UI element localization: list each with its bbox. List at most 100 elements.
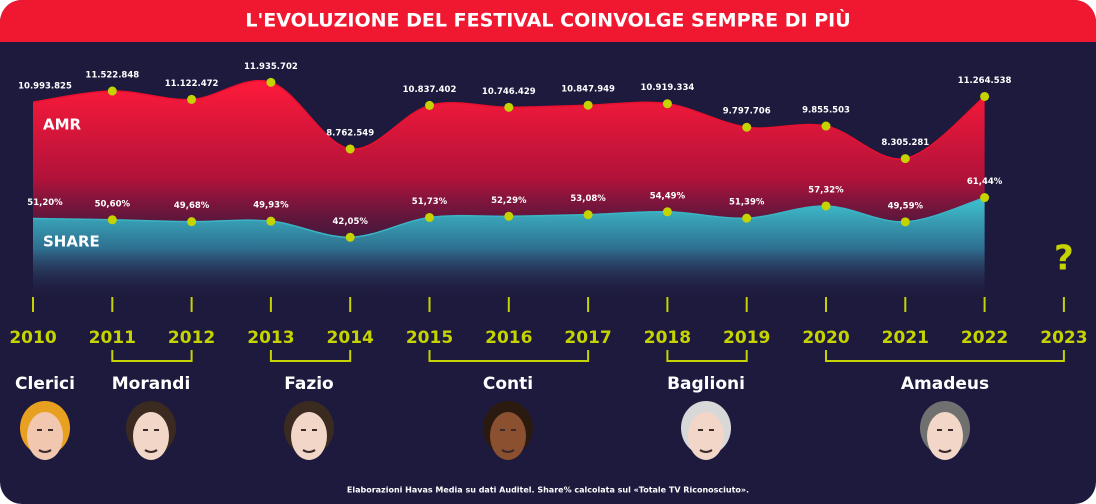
face-features (937, 429, 953, 453)
data-label: 10.993.825 (18, 82, 72, 92)
host-name: Amadeus (901, 374, 989, 394)
data-label: 49,93% (253, 201, 289, 211)
face-skin (688, 412, 724, 460)
data-label: 9.855.503 (802, 106, 850, 116)
host-name: Fazio (284, 374, 334, 394)
face-skin (27, 412, 63, 460)
bracket (269, 350, 352, 362)
point (266, 216, 276, 226)
year-label: 2023 (1040, 328, 1087, 348)
title-bar (0, 0, 1096, 42)
point (266, 77, 276, 87)
host-name: Morandi (112, 374, 191, 394)
data-label: 11.122.472 (165, 79, 219, 89)
data-label: 10.847.949 (561, 85, 615, 95)
data-label: 8.762.549 (326, 128, 374, 138)
point (425, 100, 434, 110)
face-features (500, 429, 516, 453)
bracket (428, 350, 590, 362)
data-label: 61,44% (967, 177, 1003, 187)
point (187, 94, 197, 104)
point (821, 121, 831, 131)
title: L'EVOLUZIONE DEL FESTIVAL COINVOLGE SEMP… (245, 8, 850, 32)
host-face (483, 401, 533, 460)
point (980, 91, 990, 101)
host-face (681, 401, 731, 460)
host-name: Conti (483, 374, 533, 394)
year-label: 2017 (564, 328, 611, 348)
year-label: 2014 (327, 328, 374, 348)
data-label: 49,59% (888, 201, 924, 211)
host-face (920, 401, 970, 460)
point (583, 100, 593, 110)
point (900, 154, 910, 164)
footnote: Elaborazioni Havas Media su dati Auditel… (347, 486, 749, 495)
year-label: 2019 (723, 328, 770, 348)
host-face (20, 401, 70, 460)
point (742, 122, 752, 132)
data-label: 51,39% (729, 198, 765, 208)
point (107, 86, 117, 96)
point (662, 207, 672, 217)
data-label: 50,60% (95, 199, 131, 209)
host-name: Clerici (15, 374, 75, 394)
point (345, 144, 355, 154)
face-features (698, 429, 714, 453)
host-face (284, 401, 334, 460)
point (345, 232, 355, 242)
face-skin (927, 412, 963, 460)
point (504, 102, 514, 112)
face-skin (490, 412, 526, 460)
point (583, 210, 593, 220)
series-label: AMR (43, 116, 82, 134)
point (425, 212, 434, 222)
data-label: 11.264.538 (958, 76, 1012, 86)
data-label: 11.522.848 (85, 71, 139, 81)
year-label: 2011 (89, 328, 136, 348)
year-label: 2021 (882, 328, 929, 348)
face-skin (291, 412, 327, 460)
bracket (825, 350, 1065, 362)
face-skin (133, 412, 169, 460)
face-features (37, 429, 53, 453)
year-label: 2020 (802, 328, 849, 348)
data-label: 8.305.281 (881, 138, 929, 148)
point (504, 211, 514, 221)
data-label: 9.797.706 (723, 107, 771, 117)
year-label: 2010 (9, 328, 56, 348)
bracket (666, 350, 748, 362)
year-label: 2018 (644, 328, 691, 348)
unknown-mark: ? (1054, 239, 1074, 279)
data-label: 10.746.429 (482, 87, 536, 97)
year-label: 2022 (961, 328, 1008, 348)
year-label: 2012 (168, 328, 215, 348)
host-name: Baglioni (667, 374, 745, 394)
data-label: 10.919.334 (641, 83, 695, 93)
point (821, 201, 831, 211)
data-label: 52,29% (491, 196, 527, 206)
data-label: 57,32% (808, 185, 844, 195)
year-label: 2016 (485, 328, 532, 348)
data-label: 54,49% (650, 191, 686, 201)
point (662, 99, 672, 109)
data-label: 53,08% (570, 194, 606, 204)
point (107, 215, 117, 225)
data-label: 51,20% (27, 198, 63, 208)
face-features (143, 429, 159, 453)
data-label: 51,73% (412, 197, 448, 207)
bracket (111, 350, 193, 362)
host-face (126, 401, 176, 460)
point (900, 217, 910, 227)
face-features (301, 429, 317, 453)
year-label: 2015 (406, 328, 453, 348)
point (742, 213, 752, 223)
year-label: 2013 (247, 328, 294, 348)
data-label: 11.935.702 (244, 62, 298, 72)
point (187, 217, 197, 227)
data-label: 10.837.402 (403, 85, 457, 95)
data-label: 49,68% (174, 201, 210, 211)
data-label: 42,05% (332, 217, 368, 227)
point (980, 193, 990, 203)
series-label: SHARE (43, 233, 100, 251)
